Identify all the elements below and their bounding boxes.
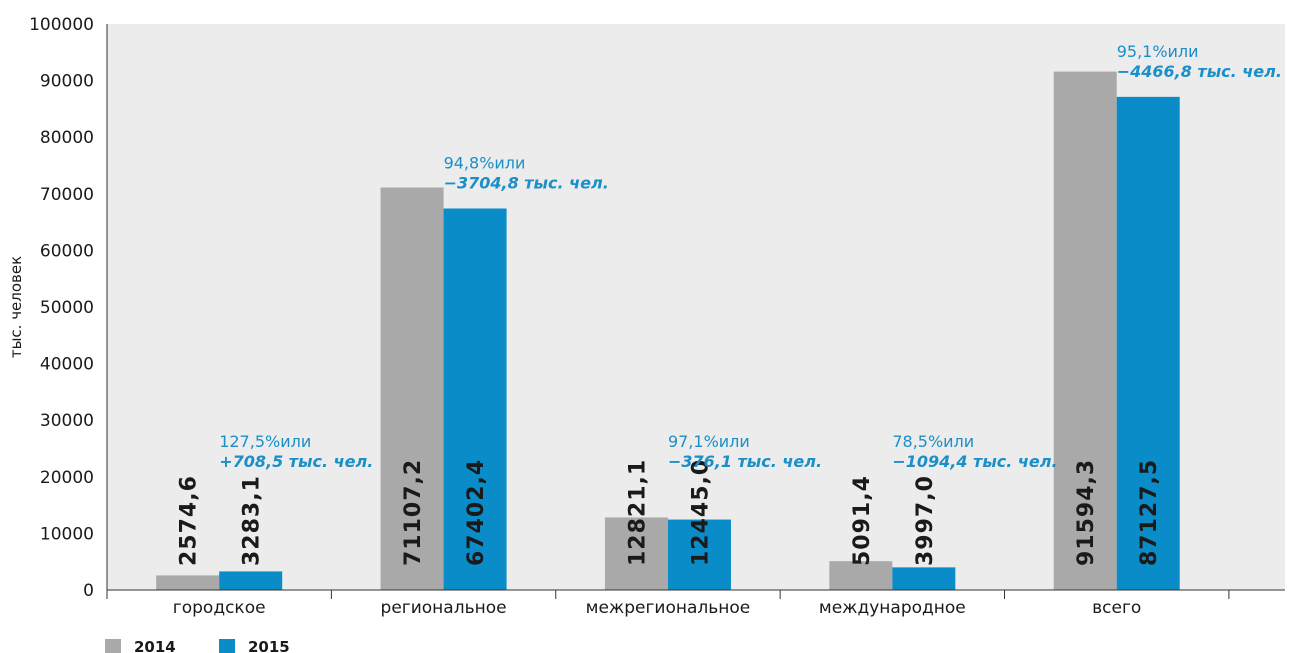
y-tick-label: 20000 (40, 468, 94, 488)
bar-2014 (156, 575, 220, 590)
y-tick-label: 40000 (40, 355, 94, 375)
bar-value-label: 5091,4 (850, 475, 875, 566)
annotation-delta: −3704,8 тыс. чел. (444, 174, 609, 193)
bars (156, 71, 1180, 591)
x-category-label: городское (173, 598, 266, 618)
bar-value-label: 2574,6 (177, 475, 202, 566)
annotation-delta: −1094,4 тыс. чел. (892, 452, 1057, 471)
y-tick-label: 100000 (29, 15, 94, 35)
bar-value-label: 3997,0 (913, 475, 938, 566)
legend-label-2014: 2014 (134, 638, 176, 653)
annotation-percent: 97,1%или (668, 432, 750, 451)
bar-value-label: 91594,3 (1074, 459, 1099, 566)
y-tick-label: 90000 (40, 72, 94, 92)
legend-label-2015: 2015 (248, 638, 290, 653)
bar-2014 (829, 561, 893, 590)
bar-value-label: 87127,5 (1137, 459, 1162, 566)
bar-2014 (604, 517, 668, 590)
y-tick-label: 10000 (40, 524, 94, 544)
y-tick-label: 30000 (40, 411, 94, 431)
x-category-label: региональное (381, 598, 507, 618)
annotation-percent: 78,5%или (892, 432, 974, 451)
y-tick-label: 80000 (40, 128, 94, 148)
annotations: 127,5%или+708,5 тыс. чел. 94,8%или−3704,8… (219, 42, 1282, 471)
y-axis: 0 10000 20000 30000 40000 50000 60000 70000 8000… (29, 15, 108, 601)
annotation-percent: 95,1%или (1117, 42, 1199, 61)
bar-2015 (667, 519, 731, 590)
bar-value-label: 71107,2 (401, 459, 426, 566)
y-axis-label: тыс. человек (7, 256, 25, 358)
bar-value-label: 12445,0 (688, 459, 713, 566)
x-axis: городское региональное межрегиональное межд… (106, 589, 1285, 618)
x-category-label: международное (819, 598, 966, 618)
annotation-percent: 94,8%или (444, 154, 526, 173)
bar-value-label: 3283,1 (240, 475, 265, 566)
y-tick-label: 70000 (40, 185, 94, 205)
legend-swatch-2014 (105, 639, 121, 653)
bar-2015 (443, 208, 507, 590)
bar-value-label: 12821,1 (625, 459, 650, 566)
legend-swatch-2015 (219, 639, 235, 653)
y-tick-label: 0 (83, 581, 94, 601)
bar-2015 (1116, 96, 1180, 591)
bar-2015 (892, 567, 956, 590)
bar-2014 (1053, 71, 1117, 590)
bar-value-label: 67402,4 (464, 459, 489, 566)
bar-2014 (380, 187, 444, 590)
annotation-delta: −4466,8 тыс. чел. (1117, 62, 1282, 81)
legend: 2014 2015 (105, 638, 290, 653)
x-category-label: межрегиональное (586, 598, 751, 618)
value-labels: 2574,6 71107,2 12821,1 5091,4 91594,3 3283,1 6… (177, 459, 1163, 566)
annotation-delta: +708,5 тыс. чел. (219, 452, 373, 471)
x-category-label: всего (1092, 598, 1141, 618)
annotation-delta: −376,1 тыс. чел. (668, 452, 822, 471)
bar-2015 (219, 571, 283, 590)
y-tick-label: 60000 (40, 241, 94, 261)
y-tick-label: 50000 (40, 298, 94, 318)
annotation-percent: 127,5%или (219, 432, 311, 451)
